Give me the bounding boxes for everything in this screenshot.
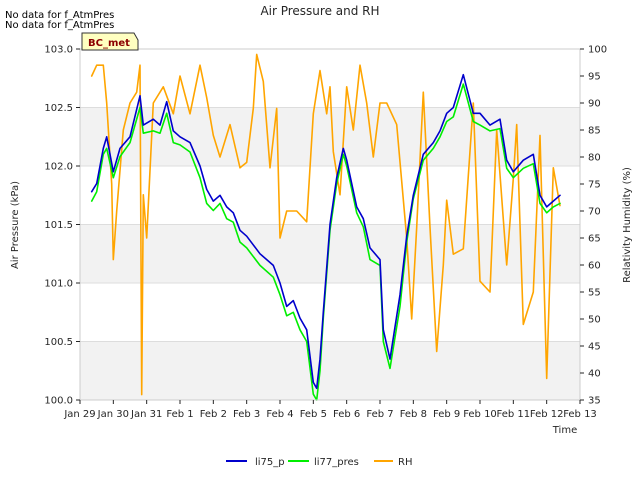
x-tick-label: Feb 5	[300, 409, 327, 420]
site-label-box: BC_met	[81, 32, 139, 51]
y-right-tick-label: 100	[588, 45, 607, 56]
legend-label-li75-p: li75_p	[255, 457, 285, 468]
y-left-tick-label: 102.5	[44, 103, 73, 114]
x-tick-label: Feb 12	[530, 409, 564, 420]
x-tick-label: Jan 31	[130, 409, 162, 420]
y-right-tick-label: 80	[588, 153, 601, 164]
x-tick-label: Jan 30	[97, 409, 129, 420]
series-line-rh	[90, 53, 561, 396]
x-tick-label: Feb 3	[233, 409, 260, 420]
y-right-tick-label: 60	[588, 261, 601, 272]
series-line-li77-pres	[90, 83, 561, 401]
y-axis-right: 35 40 45 50 55 60 65 70 75 80 85 90 95 100	[580, 45, 607, 407]
y-left-tick-label: 101.5	[44, 220, 73, 231]
y-right-tick-label: 90	[588, 99, 601, 110]
x-tick-label: Feb 1	[166, 409, 193, 420]
x-tick-label: Feb 11	[497, 409, 531, 420]
y-left-tick-label: 100.0	[44, 396, 73, 407]
y-right-tick-label: 50	[588, 315, 601, 326]
chart-title: Air Pressure and RH	[260, 4, 379, 18]
y-right-tick-label: 65	[588, 234, 601, 245]
y-right-tick-label: 35	[588, 396, 601, 407]
y-right-tick-label: 55	[588, 288, 601, 299]
y-axis-right-label: Relativity Humidity (%)	[622, 167, 633, 283]
y-right-tick-label: 40	[588, 369, 601, 380]
y-right-tick-label: 85	[588, 126, 601, 137]
x-axis-label: Time	[552, 425, 577, 436]
x-tick-label: Feb 6	[333, 409, 360, 420]
x-axis: Jan 29 Jan 30 Jan 31 Feb 1 Feb 2 Feb 3 Feb 4 Fe…	[63, 400, 597, 420]
x-tick-label: Feb 9	[433, 409, 460, 420]
legend: li75_p li77_pres RH	[226, 457, 412, 468]
legend-label-rh: RH	[398, 457, 412, 468]
site-label-background	[81, 32, 139, 51]
no-data-note-1: No data for f_AtmPres	[5, 10, 114, 21]
x-tick-label: Feb 10	[463, 409, 497, 420]
y-axis-left: 100.0 100.5 101.0 101.5 102.0 102.5 103.0	[44, 45, 80, 407]
x-tick-label: Feb 4	[266, 409, 293, 420]
y-left-tick-label: 102.0	[44, 162, 73, 173]
series-layer	[90, 53, 561, 401]
x-tick-label: Feb 8	[400, 409, 427, 420]
series-line-li75-p	[90, 73, 561, 390]
x-tick-label: Feb 2	[200, 409, 227, 420]
y-axis-left-label: Air Pressure (kPa)	[10, 181, 21, 269]
grid-band	[80, 341, 580, 400]
legend-label-li77-pres: li77_pres	[314, 457, 359, 468]
y-left-tick-label: 103.0	[44, 45, 73, 56]
x-tick-label: Feb 13	[563, 409, 597, 420]
y-right-tick-label: 45	[588, 342, 601, 353]
y-left-tick-label: 101.0	[44, 279, 73, 290]
y-right-tick-label: 95	[588, 72, 601, 83]
y-right-tick-label: 75	[588, 180, 601, 191]
x-tick-label: Jan 29	[63, 409, 95, 420]
x-tick-label: Feb 7	[366, 409, 393, 420]
no-data-note-2: No data for f_AtmPres	[5, 20, 114, 31]
site-label: BC_met	[88, 38, 130, 49]
y-left-tick-label: 100.5	[44, 337, 73, 348]
y-right-tick-label: 70	[588, 207, 601, 218]
